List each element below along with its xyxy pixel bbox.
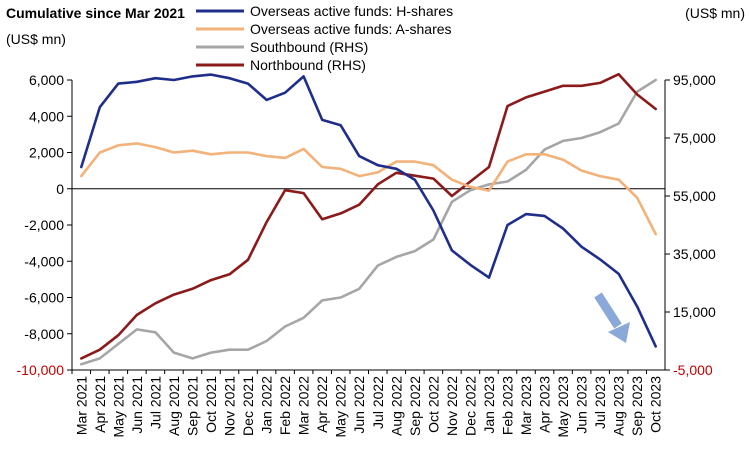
x-tick-label: Mar 2022 — [296, 376, 312, 435]
left-tick-label: -8,000 — [24, 326, 64, 342]
left-tick-label: -2,000 — [24, 217, 64, 233]
right-tick-label: 95,000 — [673, 72, 716, 88]
legend-label-0: Overseas active funds: H-shares — [250, 3, 453, 19]
x-tick-label: Apr 2023 — [537, 376, 553, 433]
x-tick-label: Aug 2023 — [611, 376, 627, 436]
x-tick-label: May 2023 — [555, 376, 571, 438]
x-tick-label: Apr 2022 — [314, 376, 330, 433]
x-tick-label: Oct 2022 — [425, 376, 441, 433]
x-tick-label: May 2021 — [110, 376, 126, 438]
x-tick-label: Apr 2021 — [92, 376, 108, 433]
x-tick-label: Feb 2022 — [277, 376, 293, 435]
left-tick-label: -10,000 — [17, 362, 65, 378]
series-line-2 — [80, 78, 658, 366]
legend: Overseas active funds: H-shares Overseas … — [196, 3, 453, 73]
x-tick-label: Oct 2023 — [648, 376, 664, 433]
x-tick-label: Mar 2021 — [73, 376, 89, 435]
series-line-3 — [80, 72, 658, 360]
x-tick-label: Jun 2022 — [351, 376, 367, 434]
x-tick-label: Nov 2021 — [222, 376, 238, 436]
series-line-1 — [80, 142, 658, 236]
x-tick-label: Jan 2022 — [259, 376, 275, 434]
x-tick-label: Sep 2022 — [407, 376, 423, 436]
x-tick-label: Dec 2022 — [462, 376, 478, 436]
right-tick-label: 75,000 — [673, 130, 716, 146]
left-axis-unit: (US$ mn) — [6, 31, 66, 47]
x-tick-label: Jan 2023 — [481, 376, 497, 434]
left-tick-label: 6,000 — [29, 72, 64, 88]
x-tick-label: Nov 2022 — [444, 376, 460, 436]
right-tick-label: 15,000 — [673, 304, 716, 320]
annotation-arrow-shaft — [594, 292, 622, 329]
left-tick-label: 2,000 — [29, 145, 64, 161]
x-tick-label: Jun 2023 — [574, 376, 590, 434]
x-axis: Mar 2021 Apr 2021 May 2021 Jun 2021 Jul 2021… — [71, 188, 665, 438]
legend-label-1: Overseas active funds: A-shares — [250, 21, 452, 37]
x-tick-label: Jul 2022 — [370, 376, 386, 429]
right-axis: 95,000 75,000 55,000 35,000 15,000 -5,000 — [664, 72, 716, 378]
x-tick-label: Jun 2021 — [129, 376, 145, 434]
right-tick-label: 35,000 — [673, 246, 716, 262]
series-line-0 — [80, 73, 658, 348]
annotation-arrow-head — [608, 322, 630, 343]
x-tick-label: Feb 2023 — [499, 376, 515, 435]
legend-label-2: Southbound (RHS) — [250, 39, 368, 55]
right-tick-label: 55,000 — [673, 188, 716, 204]
right-axis-unit: (US$ mn) — [685, 5, 745, 21]
x-tick-label: Sep 2023 — [629, 376, 645, 436]
legend-label-3: Northbound (RHS) — [250, 57, 366, 73]
chart-title: Cumulative since Mar 2021 — [6, 5, 185, 21]
x-tick-label: Aug 2021 — [166, 376, 182, 436]
left-tick-label: -4,000 — [24, 253, 64, 269]
x-tick-label: Oct 2021 — [203, 376, 219, 433]
annotation-arrow-group — [594, 292, 630, 343]
x-tick-label: Sep 2021 — [184, 376, 200, 436]
right-tick-label: -5,000 — [673, 362, 713, 378]
left-axis: 6,000 4,000 2,000 0 -2,000 -4,000 -6,000 -8,000… — [17, 72, 73, 378]
x-tick-label: May 2022 — [333, 376, 349, 438]
left-tick-label: 0 — [56, 181, 64, 197]
series-layer — [80, 72, 658, 366]
left-tick-label: -6,000 — [24, 290, 64, 306]
x-tick-label: Jul 2023 — [592, 376, 608, 429]
x-tick-label: Aug 2022 — [388, 376, 404, 436]
x-tick-label: Dec 2021 — [240, 376, 256, 436]
x-tick-label: Jul 2021 — [147, 376, 163, 429]
left-tick-label: 4,000 — [29, 108, 64, 124]
x-tick-label: Mar 2023 — [518, 376, 534, 435]
